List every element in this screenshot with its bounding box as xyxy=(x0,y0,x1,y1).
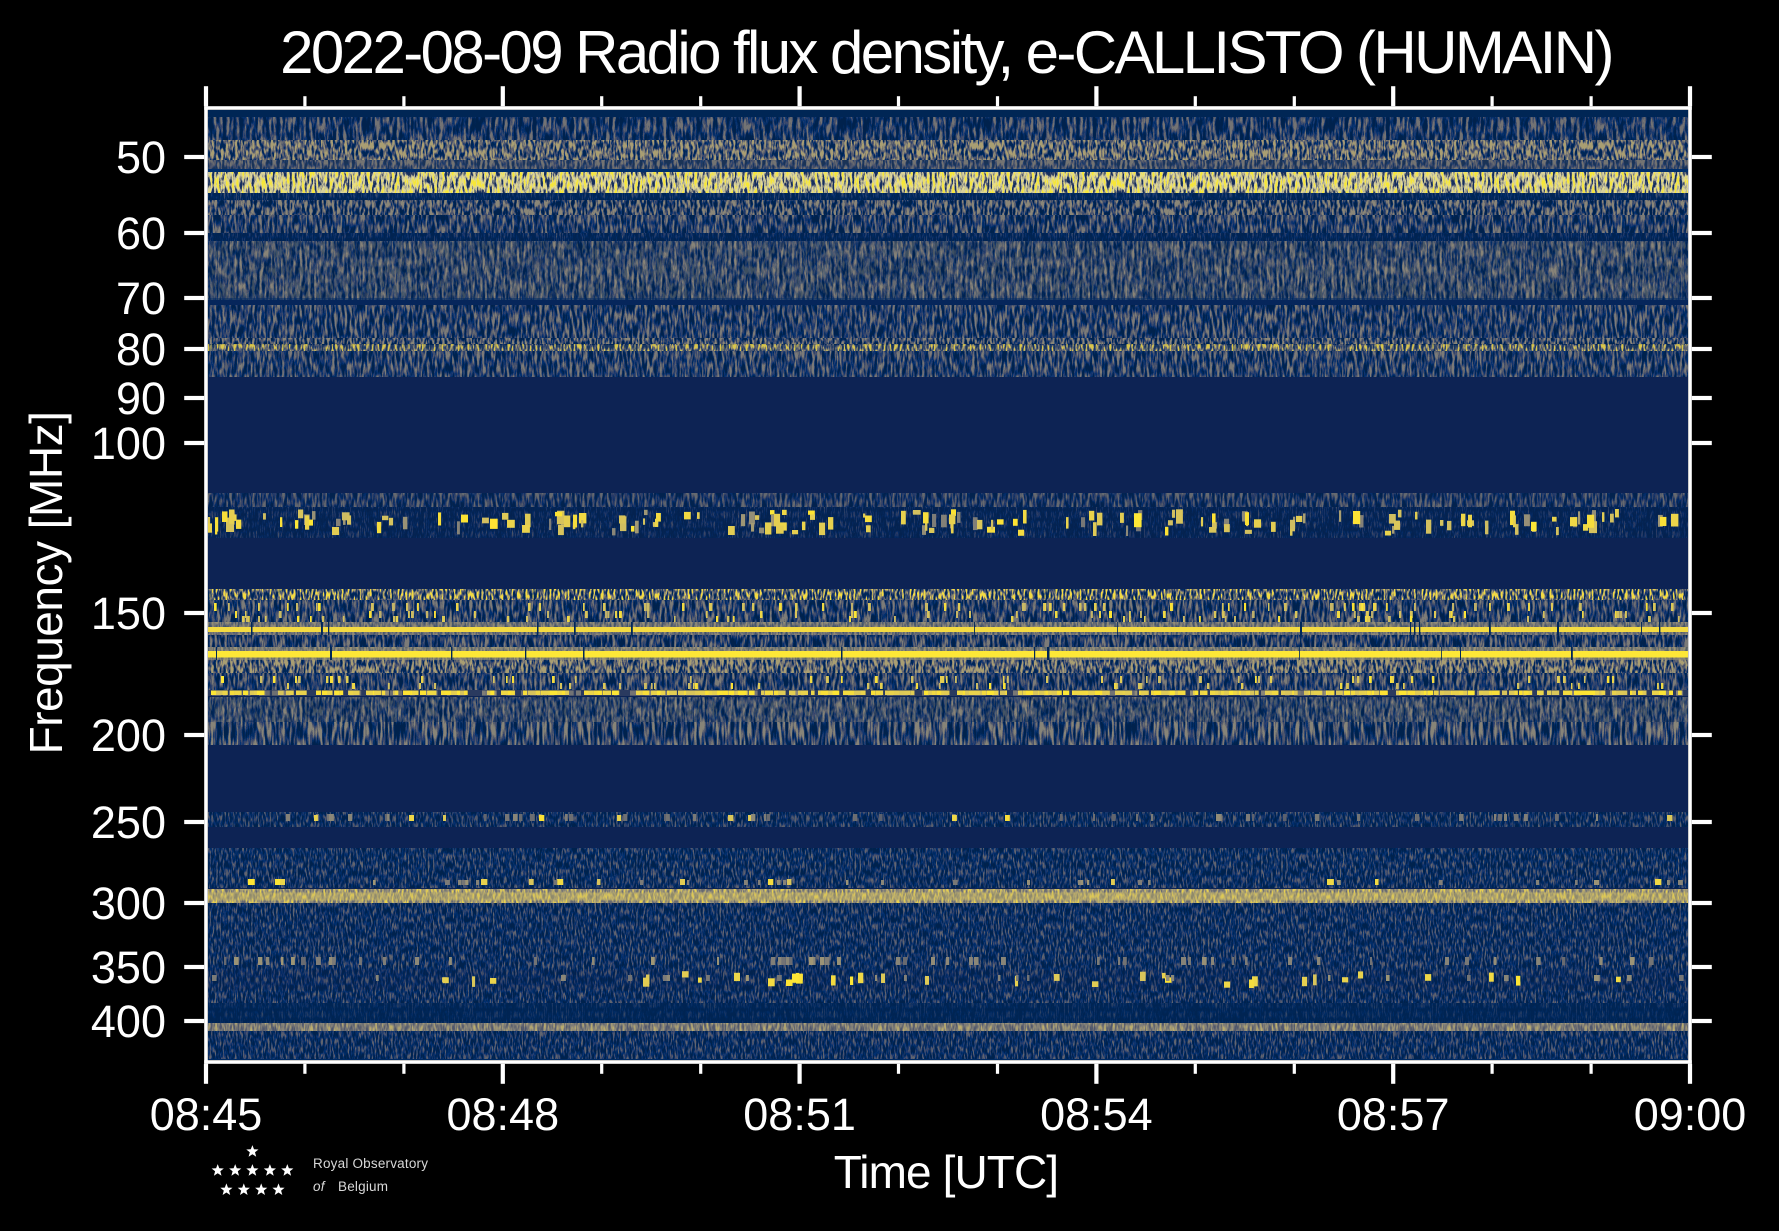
svg-text:Frequency [MHz]: Frequency [MHz] xyxy=(20,412,72,755)
svg-text:Time [UTC]: Time [UTC] xyxy=(834,1146,1058,1198)
svg-text:09:00: 09:00 xyxy=(1634,1089,1747,1140)
svg-text:2022-08-09 Radio flux density,: 2022-08-09 Radio flux density, e-CALLIST… xyxy=(280,19,1612,86)
svg-text:100: 100 xyxy=(91,418,166,469)
svg-text:70: 70 xyxy=(116,273,166,324)
svg-text:350: 350 xyxy=(91,942,166,993)
svg-text:90: 90 xyxy=(116,373,166,424)
svg-text:08:51: 08:51 xyxy=(743,1089,856,1140)
svg-text:400: 400 xyxy=(91,996,166,1047)
svg-text:of: of xyxy=(313,1179,326,1194)
svg-text:80: 80 xyxy=(116,324,166,375)
svg-text:150: 150 xyxy=(91,588,166,639)
svg-text:08:57: 08:57 xyxy=(1337,1089,1450,1140)
svg-text:Royal Observatory: Royal Observatory xyxy=(313,1156,428,1171)
svg-text:50: 50 xyxy=(116,132,166,183)
svg-text:200: 200 xyxy=(91,710,166,761)
svg-text:60: 60 xyxy=(116,208,166,259)
svg-text:08:54: 08:54 xyxy=(1040,1089,1153,1140)
svg-text:Belgium: Belgium xyxy=(338,1179,388,1194)
svg-text:08:45: 08:45 xyxy=(150,1089,263,1140)
svg-text:250: 250 xyxy=(91,797,166,848)
svg-text:300: 300 xyxy=(91,878,166,929)
svg-text:08:48: 08:48 xyxy=(446,1089,559,1140)
